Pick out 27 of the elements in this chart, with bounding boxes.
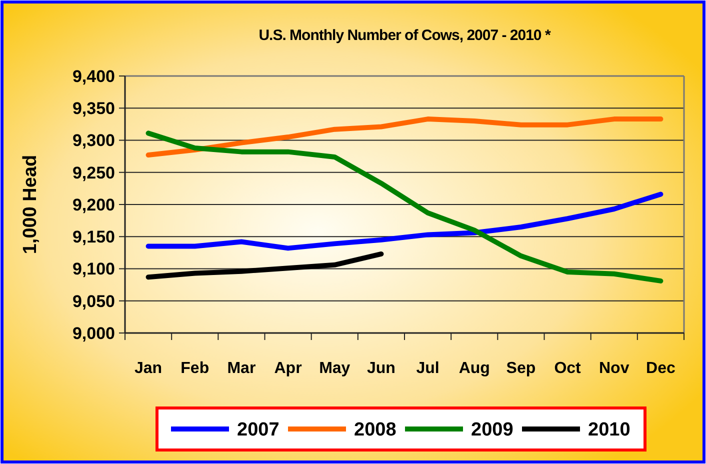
x-tick-label: Dec — [646, 360, 676, 377]
x-tick-label: May — [319, 360, 350, 377]
y-axis-title: 1,000 Head — [20, 154, 41, 254]
legend-label: 2010 — [588, 420, 630, 441]
y-tick-label: 9,300 — [72, 131, 115, 150]
x-tick-label: Jul — [416, 360, 440, 377]
x-tick-label: Aug — [458, 360, 490, 377]
x-tick-label: Apr — [274, 360, 302, 377]
y-tick-label: 9,000 — [72, 324, 115, 343]
y-tick-label: 9,250 — [72, 163, 115, 182]
x-tick-label: Sep — [506, 360, 536, 377]
y-tick-label: 9,150 — [72, 228, 115, 247]
chart-title: U.S. Monthly Number of Cows, 2007 - 2010 * — [258, 27, 551, 44]
y-tick-label: 9,050 — [72, 292, 115, 311]
x-tick-label: Mar — [227, 360, 256, 377]
y-tick-label: 9,350 — [72, 99, 115, 118]
x-tick-label: Jan — [134, 360, 162, 377]
y-tick-label: 9,100 — [72, 260, 115, 279]
x-tick-label: Jun — [366, 360, 396, 377]
x-tick-label: Oct — [554, 360, 582, 377]
x-tick-label: Feb — [180, 360, 210, 377]
y-tick-label: 9,400 — [72, 66, 115, 86]
legend-label: 2007 — [237, 420, 280, 441]
legend-label: 2008 — [354, 420, 396, 441]
y-tick-label: 9,200 — [72, 195, 115, 214]
x-tick-label: Nov — [599, 360, 630, 377]
legend-label: 2009 — [471, 420, 514, 441]
